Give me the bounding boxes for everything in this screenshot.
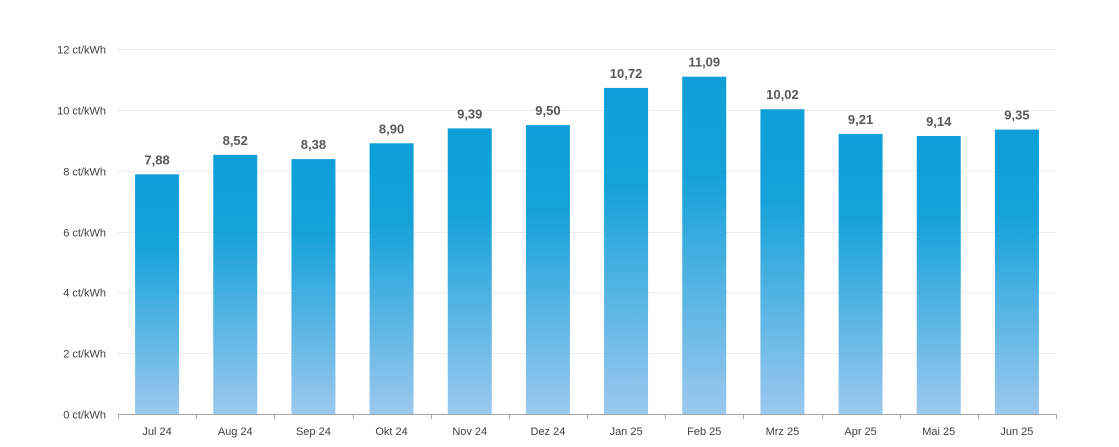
y-tick-label: 4 ct/kWh xyxy=(63,288,106,300)
bar xyxy=(369,143,414,415)
x-tick-label: Aug 24 xyxy=(218,426,253,438)
y-tick-label: 8 ct/kWh xyxy=(63,167,106,179)
y-tick-label: 12 ct/kWh xyxy=(57,45,106,57)
gridlines xyxy=(118,49,1056,354)
data-label: 10,72 xyxy=(610,66,643,81)
data-label: 8,52 xyxy=(223,133,248,148)
data-label: 9,35 xyxy=(1004,108,1029,123)
x-tick-label: Apr 25 xyxy=(844,426,876,438)
bar xyxy=(447,128,492,414)
bar xyxy=(604,87,649,415)
bar xyxy=(135,174,180,414)
data-label: 8,90 xyxy=(379,121,404,136)
data-label: 11,09 xyxy=(688,55,720,70)
data-label: 9,50 xyxy=(535,103,560,118)
x-tick-label: Jun 25 xyxy=(1000,426,1033,438)
x-axis: Jul 24 Aug 24 Sep 24 Okt 24 Nov 24 Dez 24 Jan … xyxy=(118,414,1057,438)
bars xyxy=(135,76,1039,415)
x-tick-label: Nov 24 xyxy=(452,426,487,438)
data-labels: 7,88 8,52 8,38 8,90 9,39 9,50 10,72 11,09 10,02 9… xyxy=(144,55,1029,168)
bar xyxy=(213,154,258,414)
data-label: 9,21 xyxy=(848,112,873,127)
data-label: 8,38 xyxy=(301,137,326,152)
y-axis: 0 ct/kWh 2 ct/kWh 4 ct/kWh 6 ct/kWh 8 ct/kWh… xyxy=(57,45,106,422)
x-tick-label: Jan 25 xyxy=(610,426,643,438)
data-label: 7,88 xyxy=(144,152,169,167)
bar xyxy=(291,159,336,414)
data-label: 10,02 xyxy=(766,87,799,102)
y-tick-label: 10 ct/kWh xyxy=(57,106,106,118)
y-tick-label: 6 ct/kWh xyxy=(63,228,106,240)
x-tick-label: Sep 24 xyxy=(296,426,331,438)
data-label: 9,14 xyxy=(926,114,952,129)
bar xyxy=(916,135,961,415)
y-tick-label: 0 ct/kWh xyxy=(63,410,106,422)
bar xyxy=(994,129,1039,414)
y-tick-label: 2 ct/kWh xyxy=(63,349,106,361)
x-tick-label: Jul 24 xyxy=(142,426,171,438)
bar xyxy=(760,109,805,414)
x-tick-label: Okt 24 xyxy=(375,426,407,438)
data-label: 9,39 xyxy=(457,106,482,121)
x-tick-label: Mrz 25 xyxy=(766,426,800,438)
bar xyxy=(525,125,570,414)
x-tick-label: Mai 25 xyxy=(922,426,955,438)
x-tick-label: Dez 24 xyxy=(530,426,565,438)
bar xyxy=(682,76,727,415)
bar xyxy=(838,133,883,415)
x-tick-label: Feb 25 xyxy=(687,426,721,438)
